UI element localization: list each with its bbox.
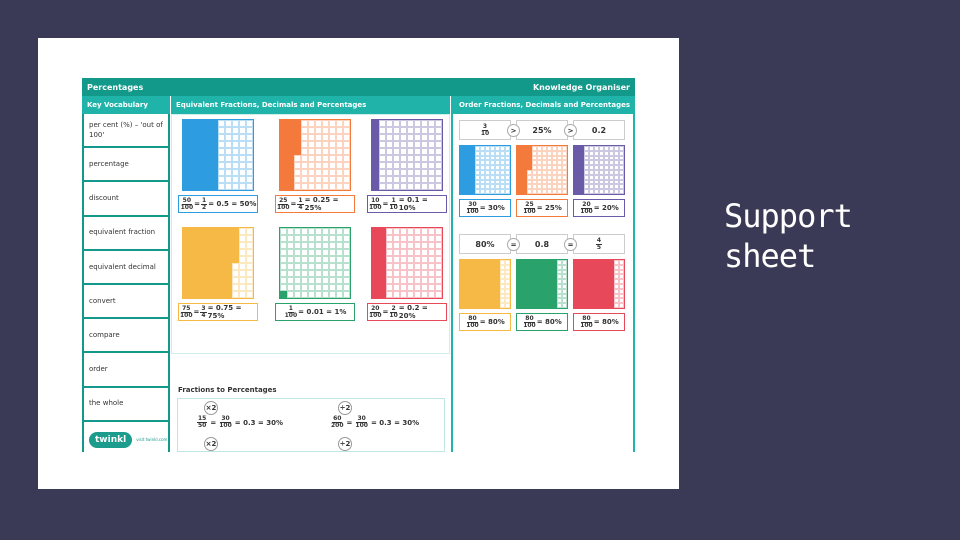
vocab-item: percentage (84, 148, 168, 183)
hundred-grid (279, 119, 351, 191)
organiser-subtitle: Knowledge Organiser (532, 82, 630, 92)
slide-title-line1: Support (724, 197, 853, 235)
organiser-title: Percentages (87, 82, 144, 92)
hundred-grid (182, 119, 254, 191)
equivalence-label: 10 100 = 1 10 = 0.1 = 10% (367, 195, 447, 213)
vocab-item: equivalent decimal (84, 251, 168, 285)
vocab-item: the whole (84, 388, 168, 422)
compare-value: 0.8 (516, 234, 568, 254)
equivalence-label: 1 100 = 0.01 = 1% (275, 303, 355, 321)
hundred-grid (516, 145, 568, 195)
greater-than-symbol: > (507, 124, 520, 137)
hundred-grid (573, 259, 625, 309)
vocab-item: per cent (%) – 'out of 100' (84, 114, 168, 149)
vocab-item: convert (84, 285, 168, 320)
title-bar: Percentages Knowledge Organiser (82, 78, 635, 96)
equivalence-label: 20 100 = 20% (573, 199, 625, 217)
equivalence-label: 80 100 = 80% (516, 313, 568, 331)
vocab-item: order (84, 353, 168, 388)
operation-circle: ÷2 (338, 437, 352, 451)
equivalence-label: 25 100 = 25% (516, 199, 568, 217)
equivalence-label: 20 100 = 2 10 = 0.2 = 20% (367, 303, 447, 321)
logo-url: visit twinkl.com (136, 437, 168, 443)
slide-title-line2: sheet (724, 237, 816, 275)
operation-circle: ÷2 (338, 401, 352, 415)
compare-value: 25% (516, 120, 568, 140)
vocabulary-list: per cent (%) – 'out of 100' percentage d… (82, 114, 170, 452)
equivalence-label: 80 100 = 80% (573, 313, 625, 331)
hundred-grid (182, 227, 254, 299)
operation-circle: ×2 (204, 437, 218, 451)
compare-value: 0.2 (573, 120, 625, 140)
f2p-title: Fractions to Percentages (178, 386, 277, 394)
vocab-item: compare (84, 319, 168, 354)
compare-value: 80% (459, 234, 511, 254)
order-header: Order Fractions, Decimals and Percentage… (451, 96, 635, 114)
twinkl-logo: twinkl visit twinkl.com (84, 422, 168, 452)
hundred-grid (279, 227, 351, 299)
conversion-equation: 60 200 = 30 100 = 0.3 = 30% (331, 415, 420, 429)
hundred-grid (371, 119, 443, 191)
hundred-grid (371, 227, 443, 299)
equals-symbol: = (564, 238, 577, 251)
hundred-grid (459, 259, 511, 309)
equiv-header: Equivalent Fractions, Decimals and Perce… (171, 96, 450, 114)
equivalence-label: 30 100 = 30% (459, 199, 511, 217)
equivalence-label: 80 100 = 80% (459, 313, 511, 331)
knowledge-organiser: Percentages Knowledge Organiser Key Voca… (82, 78, 635, 452)
fractions-to-percentages: ×2 ×2 15 50 = 30 100 = 0.3 = 30% ÷2 ÷2 60 200 = … (177, 398, 445, 452)
hundred-grid (516, 259, 568, 309)
compare-value: 3 10 (459, 120, 511, 140)
vocab-item: discount (84, 182, 168, 217)
order-panel: 3 10 25% 0.2 > >30 100 = 30% 25 100 = 25% 20 100 =… (451, 114, 635, 452)
conversion-equation: 15 50 = 30 100 = 0.3 = 30% (197, 415, 283, 429)
hundred-grid (573, 145, 625, 195)
greater-than-symbol: > (564, 124, 577, 137)
vocab-item: equivalent fraction (84, 217, 168, 251)
vocab-header: Key Vocabulary (82, 96, 170, 114)
logo-mark: twinkl (89, 431, 133, 448)
slide-title: Support sheet (724, 196, 853, 276)
hundred-grid (459, 145, 511, 195)
operation-circle: ×2 (204, 401, 218, 415)
document-page: Percentages Knowledge Organiser Key Voca… (38, 38, 679, 489)
equals-symbol: = (507, 238, 520, 251)
